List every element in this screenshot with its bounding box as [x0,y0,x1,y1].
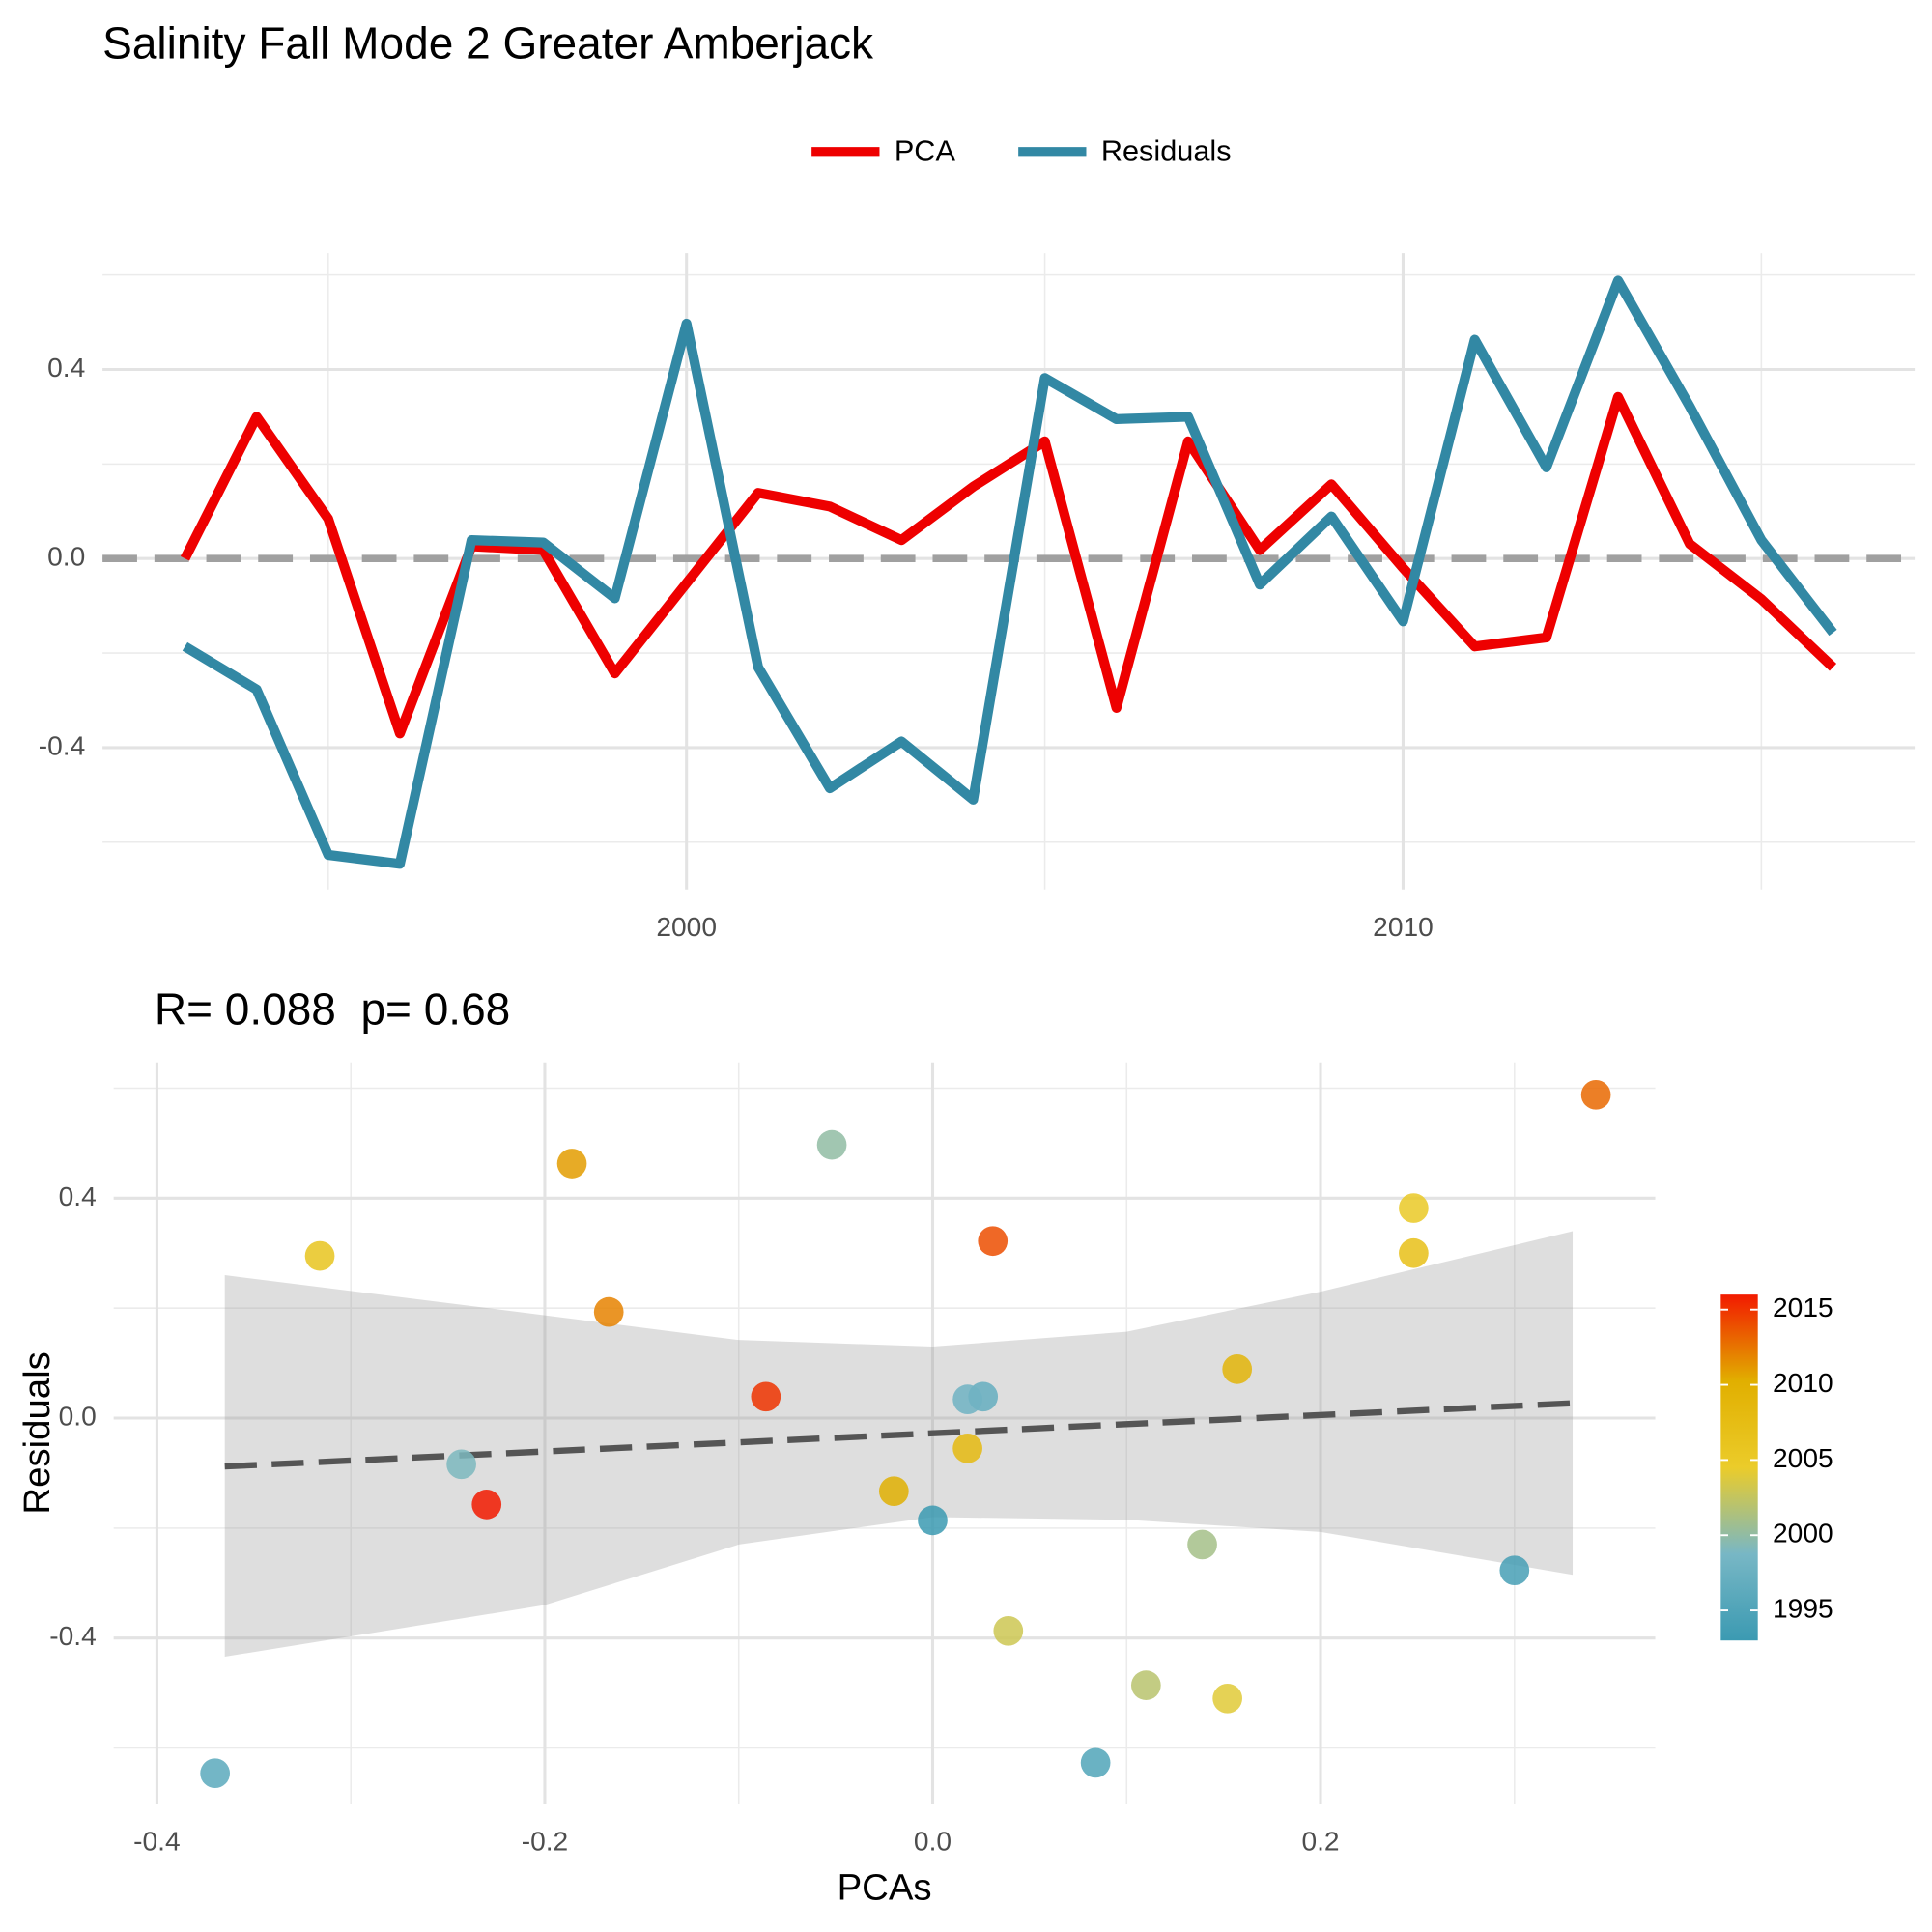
point [1499,1555,1530,1586]
colorbar-label: 1995 [1773,1594,1833,1624]
point [1187,1529,1217,1560]
legend-label: PCA [895,134,956,168]
point [918,1505,948,1536]
point [593,1296,624,1327]
x-tick-label: 0.0 [914,1826,952,1856]
colorbar-label: 2000 [1773,1519,1833,1548]
legend-label: Residuals [1101,134,1232,168]
point [446,1449,476,1480]
series-line [182,275,1837,869]
colorbar-label: 2005 [1773,1443,1833,1473]
point [1399,1237,1429,1268]
colorbar-label: 2015 [1773,1293,1833,1322]
point [816,1129,847,1160]
scatter-title: R= 0.088 p= 0.68 [155,984,510,1035]
y-tick-label: -0.4 [39,730,85,760]
fit-line [224,1400,1574,1470]
point [1222,1354,1253,1384]
point [1130,1670,1161,1700]
colorbar [1720,1294,1758,1641]
x-tick-label: -0.2 [522,1826,568,1856]
point [200,1758,230,1789]
point [751,1381,781,1412]
point [304,1240,335,1271]
confidence-band [224,1231,1574,1658]
chart-title: Salinity Fall Mode 2 Greater Amberjack [102,18,874,69]
point [952,1433,982,1463]
point [1399,1193,1429,1223]
x-tick-label: 0.2 [1301,1826,1339,1856]
y-tick-label: 0.4 [47,353,85,383]
point [878,1476,909,1507]
x-tick-label: 2000 [656,912,717,942]
point [471,1490,502,1520]
x-tick-label: -0.4 [133,1826,180,1856]
x-axis-title: PCAs [838,1867,932,1909]
y-axis-title: Residuals [16,1351,58,1514]
y-tick-label: 0.0 [59,1401,97,1431]
point [1212,1683,1243,1714]
point [993,1615,1024,1646]
y-tick-label: 0.0 [47,542,85,572]
point [952,1384,982,1415]
y-tick-label: 0.4 [59,1181,97,1211]
y-tick-label: -0.4 [49,1621,96,1651]
colorbar-label: 2010 [1773,1368,1833,1398]
point [1580,1079,1611,1110]
point [556,1149,587,1179]
x-tick-label: 2010 [1373,912,1434,942]
point [978,1226,1009,1257]
point [1080,1747,1111,1778]
